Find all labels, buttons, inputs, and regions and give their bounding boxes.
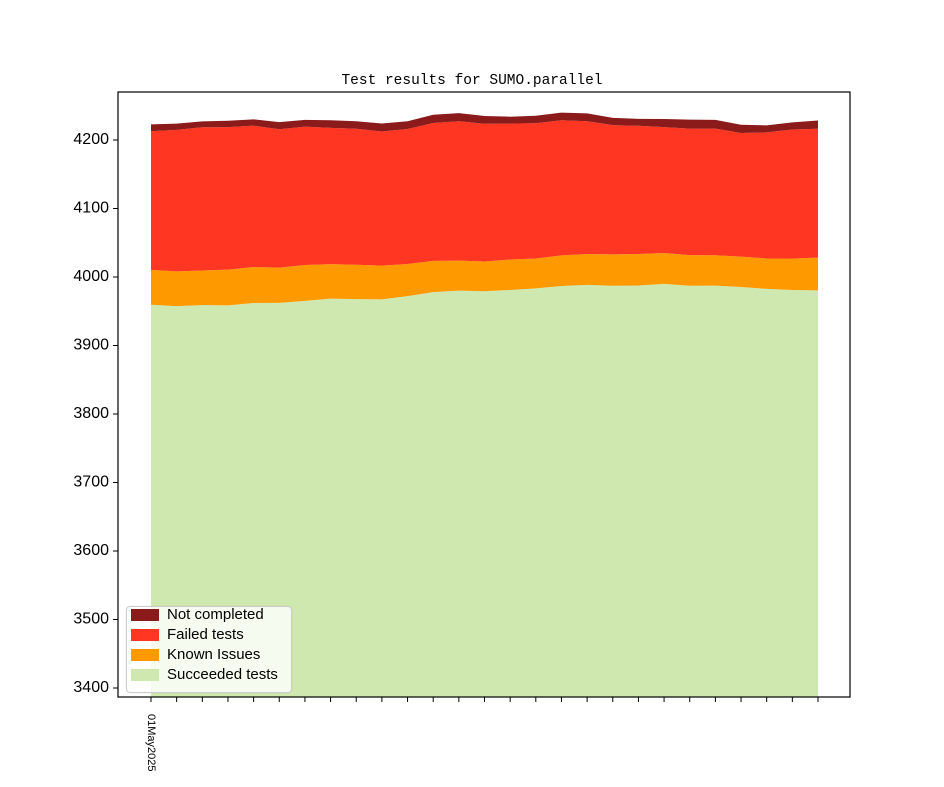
svg-text:3800: 3800 <box>73 405 109 422</box>
svg-text:01May2025: 01May2025 <box>145 714 157 772</box>
svg-text:4100: 4100 <box>73 200 109 217</box>
svg-text:3400: 3400 <box>73 679 109 696</box>
svg-text:4000: 4000 <box>73 268 109 285</box>
svg-text:4200: 4200 <box>73 131 109 148</box>
svg-text:3600: 3600 <box>73 542 109 559</box>
svg-text:3500: 3500 <box>73 611 109 628</box>
svg-text:3900: 3900 <box>73 337 109 354</box>
svg-text:3700: 3700 <box>73 474 109 491</box>
